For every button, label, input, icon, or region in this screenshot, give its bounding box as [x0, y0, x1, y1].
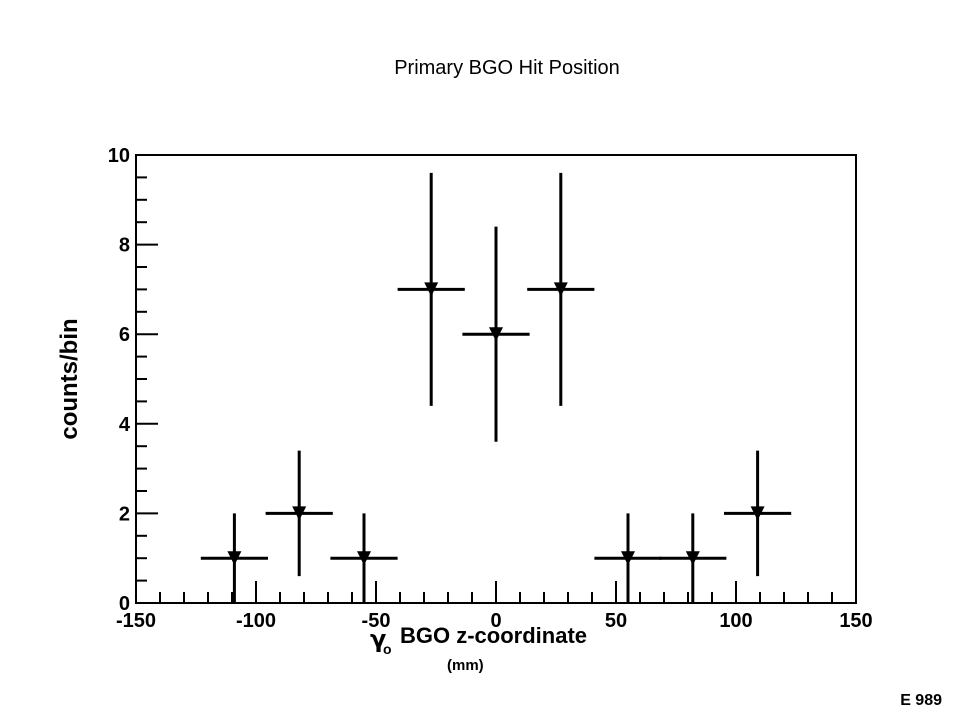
experiment-tag: E 989	[900, 692, 942, 709]
x-axis-unit-label: (mm)	[447, 657, 484, 674]
data-point	[265, 450, 333, 577]
down-triangle-marker	[750, 506, 765, 521]
x-axis-label: BGO z-coordinate	[400, 623, 587, 648]
data-point	[200, 513, 268, 603]
data-point	[527, 172, 595, 406]
x-tick-label: 0	[490, 610, 501, 632]
x-tick-label: -100	[236, 610, 276, 632]
y-tick-label: 10	[108, 145, 130, 167]
down-triangle-marker	[685, 551, 700, 566]
y-tick-label: 2	[119, 503, 130, 525]
x-axis-label-symbol: γ	[370, 625, 386, 653]
y-axis-label: counts/bin	[56, 318, 83, 439]
down-triangle-marker	[553, 282, 568, 297]
x-tick-label: 100	[719, 610, 752, 632]
down-triangle-marker	[424, 282, 439, 297]
data-points	[200, 172, 792, 603]
plot-axes: 0 2 4 6 8 10 -150 -100 -50 0 50 100 150	[108, 145, 873, 632]
down-triangle-marker	[227, 551, 242, 566]
x-tick-label: -50	[362, 610, 391, 632]
y-tick-label: 4	[119, 414, 131, 436]
axis-labels: counts/bin γ o BGO z-coordinate	[56, 318, 587, 657]
x-tick-label: -150	[116, 610, 156, 632]
data-point	[659, 513, 727, 603]
down-triangle-marker	[489, 327, 503, 342]
down-triangle-marker	[292, 506, 307, 521]
data-point	[594, 513, 662, 603]
y-tick-label: 0	[119, 593, 130, 615]
x-tick-label: 150	[839, 610, 872, 632]
chart-title: Primary BGO Hit Position	[394, 57, 620, 79]
x-axis-label-subscript: o	[383, 641, 392, 657]
down-triangle-marker	[621, 551, 635, 566]
data-point	[330, 513, 398, 603]
down-triangle-marker	[357, 551, 371, 566]
data-point	[397, 172, 465, 406]
data-point	[462, 226, 530, 442]
x-tick-label: 50	[605, 610, 627, 632]
y-tick-label: 8	[119, 235, 130, 257]
y-tick-label: 6	[119, 324, 130, 346]
data-point	[724, 450, 792, 577]
